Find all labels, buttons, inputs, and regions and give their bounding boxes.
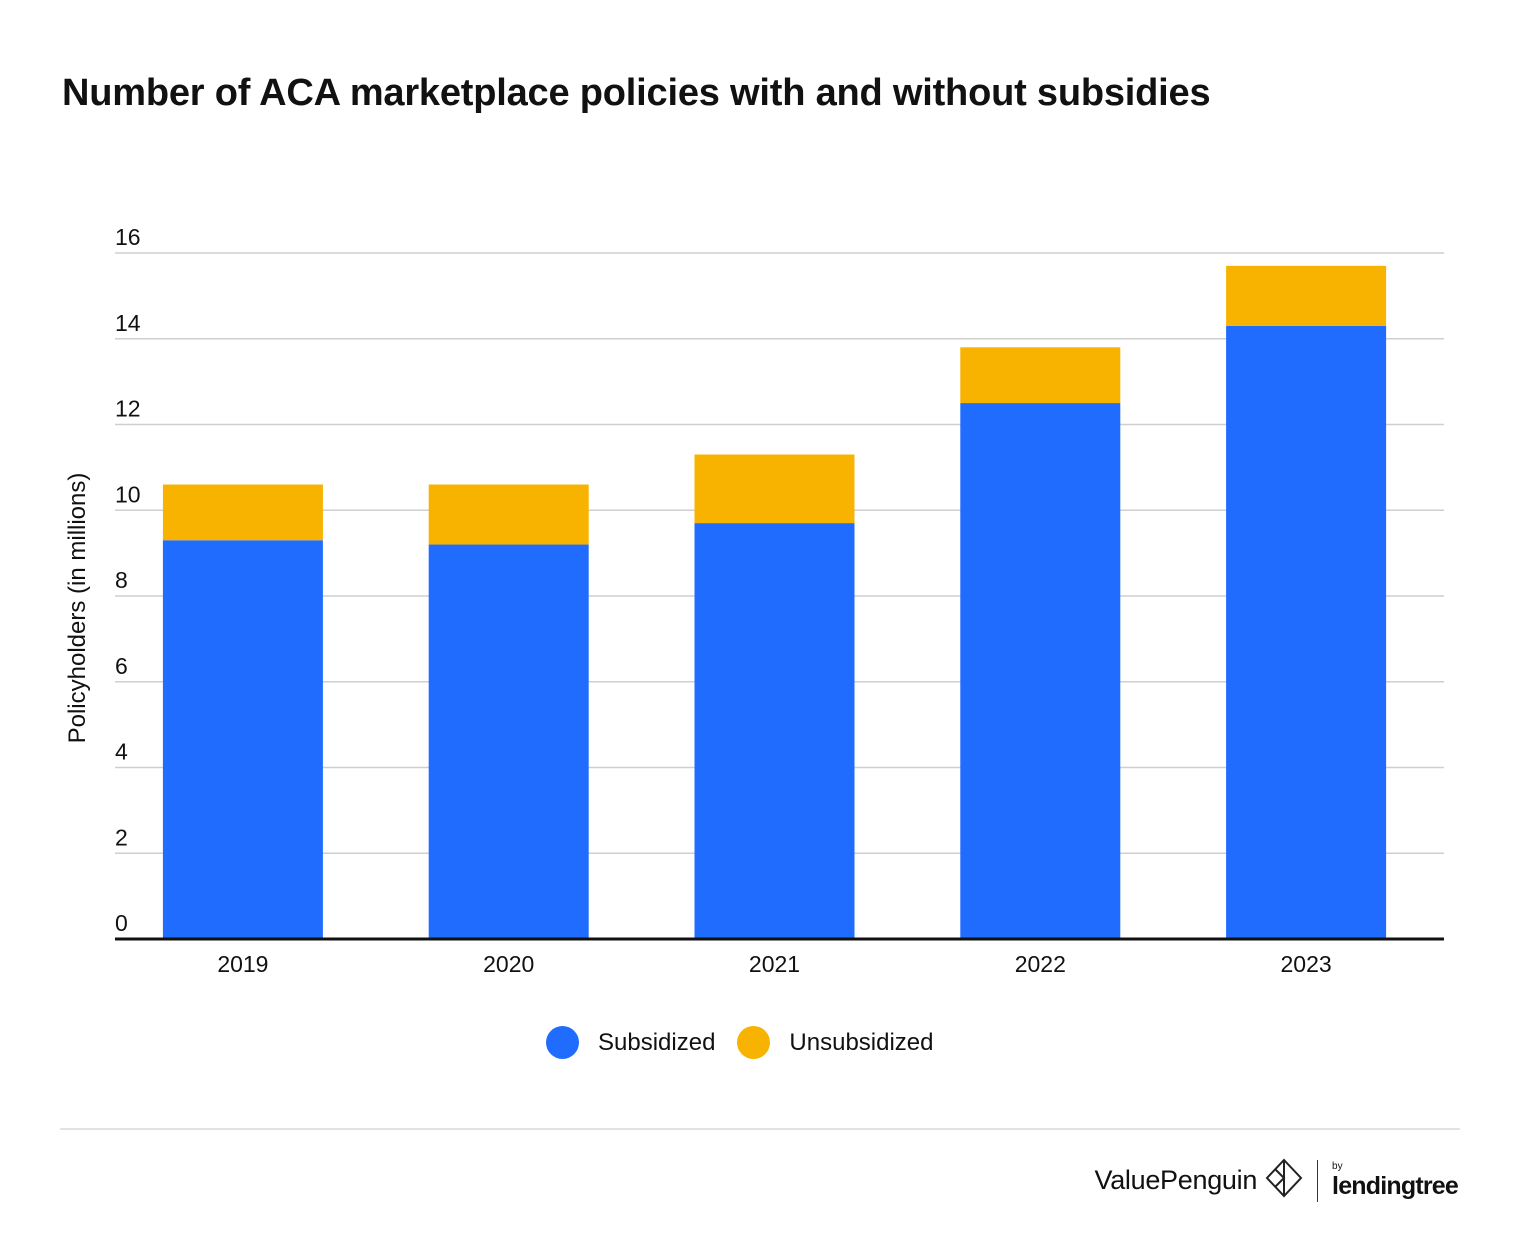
x-tick-label: 2022 <box>1015 951 1066 977</box>
y-axis-title: Policyholders (in millions) <box>64 473 91 744</box>
legend-swatch-subsidized <box>546 1026 579 1059</box>
legend-label-subsidized: Subsidized <box>598 1028 716 1056</box>
y-tick-label: 14 <box>115 310 141 336</box>
y-tick-label: 16 <box>115 224 141 250</box>
x-tick-label: 2019 <box>217 951 268 977</box>
y-tick-label: 10 <box>115 481 141 507</box>
bar-subsidized-2022 <box>960 403 1121 939</box>
chart-legend: Subsidized Unsubsidized <box>546 1026 956 1059</box>
bar-unsubsidized-2021 <box>694 454 855 524</box>
y-tick-label: 6 <box>115 653 128 679</box>
footer-separator <box>1317 1159 1319 1202</box>
legend-swatch-unsubsidized <box>737 1026 771 1059</box>
x-tick-label: 2021 <box>749 951 800 977</box>
x-tick-label: 2020 <box>483 951 534 977</box>
y-tick-label: 2 <box>115 824 128 850</box>
legend-label-unsubsidized: Unsubsidized <box>789 1028 934 1056</box>
y-tick-label: 12 <box>115 396 141 422</box>
bar-subsidized-2021 <box>694 523 855 939</box>
bar-subsidized-2023 <box>1226 325 1387 939</box>
partner-logo: by lendingtree <box>1332 1161 1459 1200</box>
legend-item-subsidized: Subsidized <box>546 1026 715 1059</box>
bar-unsubsidized-2019 <box>162 484 323 541</box>
bar-unsubsidized-2020 <box>428 484 589 545</box>
y-tick-label: 8 <box>115 567 128 593</box>
brand-name: ValuePenguin <box>1094 1165 1258 1195</box>
footer-branding: ValuePenguin by lendingtree <box>1095 1158 1459 1203</box>
chart-title: Number of ACA marketplace policies with … <box>62 72 1211 114</box>
partner-by-label: by <box>1332 1161 1343 1172</box>
y-tick-label: 4 <box>115 739 128 765</box>
x-tick-label: 2023 <box>1281 951 1332 977</box>
partner-name: lendingtree <box>1332 1172 1459 1200</box>
bar-unsubsidized-2022 <box>960 347 1121 404</box>
legend-item-unsubsidized: Unsubsidized <box>737 1026 934 1059</box>
bar-subsidized-2019 <box>162 540 323 939</box>
valuepenguin-logo-icon <box>1265 1158 1303 1203</box>
stacked-bar-chart: 0 2 4 6 8 10 12 14 16 Policyholders (in millions)… <box>64 224 1444 977</box>
bar-unsubsidized-2023 <box>1226 265 1387 326</box>
bar-subsidized-2020 <box>428 544 589 939</box>
y-tick-label: 0 <box>115 910 128 936</box>
footer-divider <box>60 1128 1460 1130</box>
